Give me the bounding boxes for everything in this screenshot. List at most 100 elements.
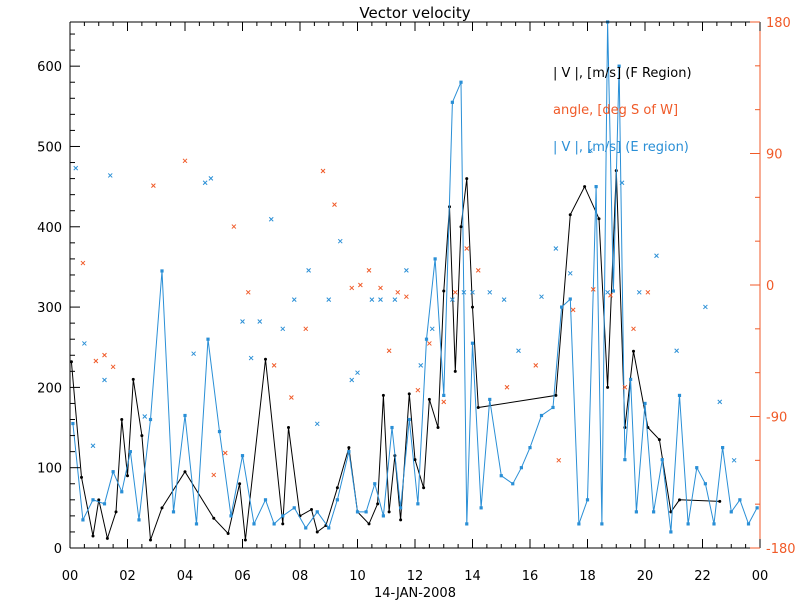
f-region-point — [597, 217, 601, 221]
e-region-point — [252, 522, 256, 526]
f-region-point — [471, 305, 474, 309]
angle-x-point — [378, 297, 383, 302]
angle-x-point — [392, 297, 398, 302]
x-tick-label: 00 — [752, 569, 769, 584]
angle-x-point — [645, 289, 651, 295]
e-region-point — [407, 417, 411, 422]
angle-x-point — [590, 287, 596, 292]
angle-x-point — [349, 377, 355, 383]
e-region-point — [528, 446, 532, 450]
x-tick-label: 02 — [119, 569, 136, 584]
e-region-point — [355, 510, 360, 514]
angle-x-point — [268, 216, 274, 222]
angle-x-point — [567, 270, 573, 276]
angle-x-point — [450, 297, 455, 302]
e-region-point — [347, 450, 351, 454]
e-region-point — [594, 185, 598, 189]
f-region-point — [606, 385, 610, 389]
f-region-point — [114, 510, 118, 514]
f-region-point — [80, 475, 83, 479]
x-tick-label: 08 — [292, 569, 309, 584]
e-region-point — [729, 510, 733, 514]
angle-x-point — [90, 443, 96, 449]
angle-x-point — [674, 348, 679, 354]
angle-x-point — [320, 168, 326, 174]
angle-x-point — [222, 450, 228, 456]
angle-x-point — [404, 268, 409, 273]
angle-x-point — [533, 363, 539, 368]
x-tick-label: 12 — [407, 569, 424, 584]
angle-x-point — [501, 297, 507, 302]
f-region-point — [149, 538, 152, 542]
angle-x-point — [553, 246, 559, 251]
f-region-point — [718, 499, 722, 503]
f-region-point — [459, 225, 463, 229]
f-region-point — [376, 502, 380, 506]
angle-x-point — [504, 384, 510, 390]
angle-x-point — [605, 289, 610, 295]
f-region-point — [212, 516, 216, 520]
angle-x-point — [240, 319, 245, 324]
f-region-point — [281, 522, 285, 526]
e-region-point — [551, 405, 555, 410]
e-region-point — [229, 514, 233, 518]
angle-x-point — [619, 180, 625, 186]
e-region-point — [424, 337, 429, 341]
e-region-line — [72, 21, 758, 532]
e-region-point — [442, 393, 446, 398]
angle-x-point — [369, 297, 375, 302]
angle-x-point — [366, 268, 372, 273]
angle-x-point — [464, 246, 470, 251]
angle-x-point — [289, 395, 294, 400]
angle-x-point — [314, 421, 320, 427]
e-region-point — [600, 522, 604, 526]
f-region-point — [287, 426, 290, 430]
angle-x-point — [355, 370, 360, 376]
x-tick-label: 14 — [464, 569, 481, 584]
f-region-point — [140, 434, 144, 438]
axes: 00 02 04 06 08 10 12 14 16 18 20 22 0001002003004005… — [37, 16, 795, 584]
e-region-point — [746, 522, 751, 526]
f-region-point — [476, 405, 480, 409]
e-region-point — [263, 498, 268, 502]
angle-x-point — [516, 348, 521, 354]
f-region-point — [678, 498, 681, 502]
angle-x-point — [395, 289, 401, 295]
e-region-point — [148, 417, 153, 422]
angle-x-point — [73, 165, 79, 171]
x-axis-label: 14-JAN-2008 — [374, 586, 456, 600]
angle-x-point — [461, 289, 467, 295]
angle-x-point — [208, 175, 214, 181]
e-region-point — [304, 526, 308, 530]
e-region-point — [721, 446, 725, 450]
e-region-point — [81, 518, 85, 522]
angle-x-point — [654, 253, 659, 259]
angle-x-point — [245, 289, 251, 295]
angle-x-point — [418, 363, 424, 368]
angle-x-point — [202, 180, 208, 186]
x-tick-label: 06 — [234, 569, 251, 584]
y-right-tick-label: 90 — [766, 148, 783, 163]
angle-x-point — [404, 294, 409, 300]
angle-x-point — [349, 285, 355, 291]
e-region-point — [272, 522, 276, 526]
e-region-point — [315, 510, 319, 514]
angle-x-point — [303, 326, 309, 332]
y-right-tick-label: 180 — [766, 16, 791, 31]
f-region-point — [183, 470, 187, 474]
angle-x-point — [151, 183, 156, 188]
e-region-point — [171, 510, 176, 514]
f-region-point — [91, 534, 95, 538]
e-region-point — [194, 522, 199, 526]
angle-x-point — [636, 289, 642, 295]
angle-x-point — [306, 268, 311, 273]
f-region-point — [367, 522, 371, 526]
e-region-point — [364, 510, 368, 514]
e-region-point — [634, 510, 638, 514]
e-region-point — [488, 397, 492, 402]
angle-x-point — [332, 202, 337, 207]
e-region-point — [373, 482, 377, 486]
angle-x-point — [326, 297, 332, 302]
e-region-point — [499, 474, 503, 478]
